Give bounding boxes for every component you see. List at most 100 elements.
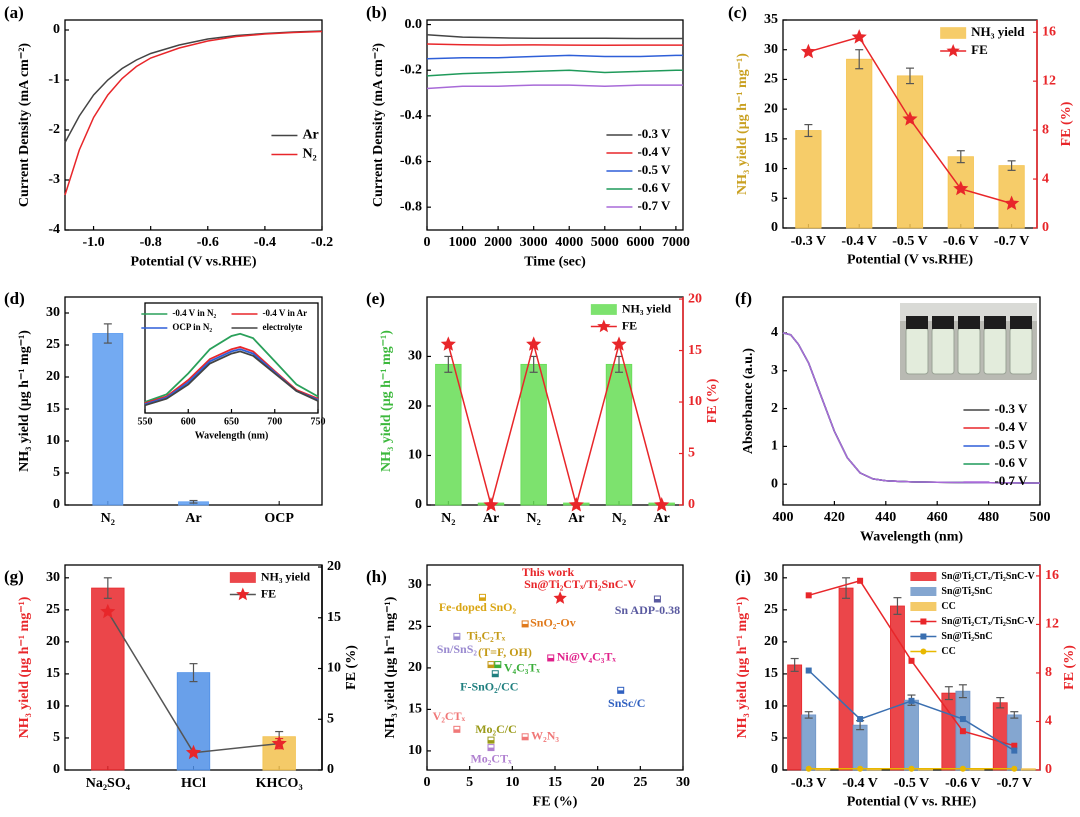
vial — [905, 327, 929, 375]
y-tick-label: 10 — [46, 433, 60, 448]
point-label: F-SnO₂/CC — [460, 679, 518, 693]
data-line — [64, 30, 323, 143]
plot-frame — [64, 19, 323, 231]
marker — [100, 603, 116, 619]
x-tick-label: 4000 — [555, 235, 583, 250]
marker — [611, 336, 627, 351]
point-label: SnSc/C — [608, 696, 645, 710]
point-fill — [654, 599, 661, 603]
legend-label: -0.3 V — [994, 401, 1028, 416]
marker — [1011, 742, 1018, 749]
x-tick-label: N₂ — [101, 511, 115, 526]
y-axis-label: NH₃ yield (μg h⁻¹ mg⁻¹) — [383, 596, 398, 738]
y2-tick-label: 0 — [1045, 762, 1052, 777]
x-tick-label: 0 — [424, 775, 431, 790]
x-axis-label: Potential (V vs.RHE) — [847, 252, 973, 267]
y-tick-label: 10 — [408, 743, 422, 758]
data-line — [782, 332, 1041, 484]
marker — [902, 111, 918, 126]
vial — [931, 327, 955, 375]
marker — [857, 765, 864, 772]
data-line — [426, 84, 683, 90]
legend: Sn@Ti₂CTₓ/Ti₂SnC-V Sn@Ti₂SnC CC Sn@Ti₂CTₓ/T… — [910, 571, 1036, 657]
marker — [654, 497, 670, 512]
error-bar — [956, 150, 965, 164]
point-fill — [617, 690, 624, 694]
panel-label: (f) — [735, 289, 752, 308]
x-tick-label: -0.7 V — [997, 776, 1033, 791]
x-tick-label: Ar — [654, 511, 670, 526]
y-tick-label: 30 — [764, 42, 778, 57]
y-tick-label: 0.0 — [405, 17, 423, 32]
marker — [185, 744, 202, 760]
x-tick-label: 5 — [466, 775, 473, 790]
marker — [908, 697, 915, 704]
x-tick-label: 700 — [267, 416, 282, 427]
legend-label: -0.4 V in Ar — [263, 308, 308, 318]
y-tick-label: -0.8 — [400, 199, 422, 214]
y-tick-label: 30 — [764, 570, 778, 585]
y-axis-label: NH₃ yield (μg h⁻¹ mg⁻¹) — [735, 596, 750, 738]
data-line — [426, 54, 683, 60]
y-tick-label: 0 — [415, 497, 422, 512]
y-tick-label: 10 — [764, 161, 778, 176]
y-tick-label: 5 — [771, 730, 778, 745]
data-line — [426, 43, 683, 47]
legend-label: FE — [971, 42, 988, 57]
legend-label: Ar — [302, 128, 318, 143]
legend-label: Sn@Ti₂CTₓ/Ti₂SnC-V — [941, 616, 1035, 627]
panel-label: (b) — [366, 3, 387, 22]
data-line — [447, 341, 663, 508]
marker — [908, 657, 915, 664]
y-tick-label: 25 — [46, 602, 60, 617]
panel: (e) 0 10 20 30 0 5 10 15 20 N₂ Ar N₂ Ar N₂ Ar NH₃ yield … — [366, 289, 720, 526]
marker — [440, 336, 456, 351]
y2-tick-label: 0 — [327, 762, 334, 777]
error-bar — [1010, 711, 1019, 719]
y2-tick-label: 16 — [1042, 24, 1056, 39]
y-tick-label: 25 — [46, 337, 60, 352]
legend-label: -0.5 V — [637, 162, 671, 177]
x-tick-label: 3000 — [520, 235, 548, 250]
panel: (f) 0 1 2 3 4 400 420 440 460 480 500 Wavelength (nm… — [735, 289, 1051, 545]
vial-caps — [906, 316, 1032, 329]
legend-label: CC — [941, 601, 955, 612]
error-bar — [842, 577, 851, 599]
bar — [904, 699, 919, 771]
x-tick-label: 2000 — [484, 235, 512, 250]
panel: (i) 0 5 10 15 20 25 30 0 4 8 12 16 -0.3 V -0.4 V -0.5 V… — [735, 564, 1077, 809]
legend-label: electrolyte — [263, 322, 303, 332]
legend: Ar N₂ — [271, 128, 319, 162]
bar — [787, 664, 803, 771]
y-tick-label: 10 — [408, 448, 422, 463]
point-label: Sn/SnS₂ — [437, 642, 478, 656]
legend: -0.3 V -0.4 V -0.5 V -0.6 V -0.7 V — [606, 126, 671, 213]
error-bar — [958, 684, 967, 699]
x-tick-label: -0.6 V — [943, 234, 979, 249]
y-tick-label: 30 — [408, 349, 422, 364]
point-label: W₂N₃ — [531, 729, 559, 743]
x-tick-label: 750 — [311, 416, 326, 427]
error-bar — [804, 711, 813, 719]
x-tick-label: HCl — [181, 776, 206, 791]
legend-label: -0.7 V — [994, 473, 1028, 488]
y-tick-label: 30 — [46, 570, 60, 585]
x-tick-label: KHCO₃ — [256, 776, 303, 791]
bar — [846, 58, 873, 229]
y2-tick-label: 4 — [1045, 714, 1052, 729]
x-tick-label: 400 — [773, 510, 794, 525]
x-tick-label: 5000 — [591, 235, 619, 250]
x-axis-label: Potential (V vs. RHE) — [847, 794, 977, 809]
panel-label: (g) — [4, 567, 24, 586]
vial — [1009, 327, 1033, 375]
point-label: Sn ADP-0.38 — [615, 603, 680, 617]
y-tick-label: 0 — [771, 762, 778, 777]
marker — [1011, 747, 1018, 754]
marker — [959, 765, 966, 772]
y2-tick-label: 20 — [327, 559, 341, 574]
y2-tick-label: 12 — [1045, 617, 1059, 632]
plot-frame — [426, 19, 684, 231]
marker — [959, 716, 966, 723]
error-bar — [1007, 160, 1016, 171]
